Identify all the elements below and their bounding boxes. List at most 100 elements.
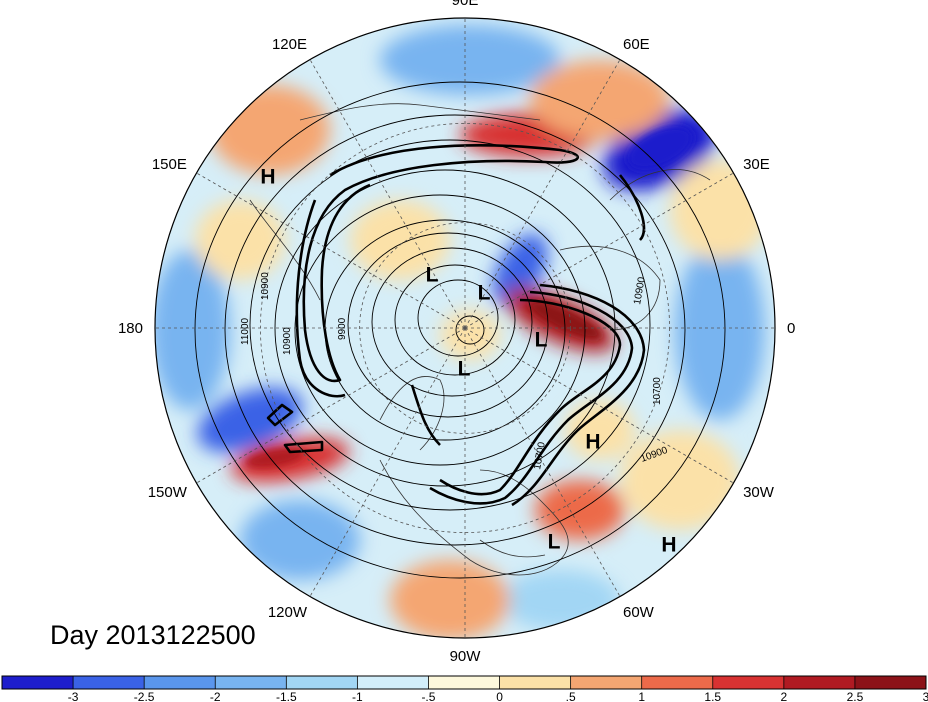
colorbar-tick-label: 0 [496,690,503,702]
high-pressure-marker: H [260,166,275,189]
longitude-label: 150E [152,156,187,173]
longitude-label: 120E [272,36,307,53]
jet-contour [618,174,646,241]
height-contours [194,81,726,579]
anomaly-blob [350,200,450,280]
contour-label: 10900 [632,276,648,306]
colorbar-swatch [144,676,216,689]
map-boundary [154,17,776,639]
longitude-label: 150W [148,484,188,501]
longitude-label: 120W [268,604,308,621]
colorbar-swatch [215,676,287,689]
anomaly-blob [197,387,303,453]
colorbar-swatch [428,676,501,689]
colorbar-tick-label: -2.5 [134,690,155,702]
coastline [609,169,711,201]
colorbar-tick-label: 2 [781,690,788,702]
colorbar-swatch [783,676,856,689]
latitude-circle [359,222,571,434]
anomaly-core [627,125,693,171]
colorbar-swatch [2,676,74,689]
colorbar: -3 -2.5 -2 -1.5 -1 -.5 0 .5 1 1.5 2 2.5 3 [1,675,928,702]
longitude-label: 90E [452,0,479,9]
height-contour [294,194,586,466]
anomaly-blob [530,60,670,140]
anomaly-blob [675,240,765,420]
jet-contour [439,298,622,496]
jet-contour [302,144,579,383]
colorbar-tick-label: 1.5 [704,690,721,702]
contour-label: 9900 [337,317,348,340]
high-pressure-marker: H [585,431,600,454]
jet-contour [295,199,346,398]
longitude-label: 60W [623,604,655,621]
anomaly-blob [390,560,510,638]
contour-label: 10700 [532,441,548,471]
meridian-line [464,172,734,329]
anomaly-blob [670,160,770,260]
low-pressure-marker: L [458,358,471,381]
contour-label: 10900 [260,272,271,300]
height-contour [249,139,651,511]
coastline [379,376,445,451]
contour-label: 10900 [282,327,293,355]
colorbar-swatch [854,676,927,689]
colorbar-tick-label: -.5 [421,690,435,702]
longitude-label: 180 [118,320,143,337]
colorbar-tick-label: 3 [923,690,928,702]
meridian-line [196,327,466,484]
anomaly-blob [620,430,740,530]
height-contour [394,264,516,376]
colorbar-swatch [73,676,145,689]
colorbar-tick-label: 1 [638,690,645,702]
height-contour [455,315,485,345]
anomaly-blob [565,400,635,460]
longitude-label: 30W [743,484,775,501]
longitude-label: 0 [787,320,795,337]
anomaly-blob [380,25,560,95]
coastline [249,199,321,301]
low-pressure-marker: L [478,282,491,305]
height-contour [224,114,686,546]
meridian-line [309,327,466,597]
pressure-centers: H L L L L H L H [260,166,676,557]
meridian-line [196,172,466,329]
anomaly-blob [440,310,500,360]
latitude-circle [259,122,671,534]
coastline [479,539,546,558]
height-contour [347,232,549,418]
jet-contour [283,440,324,454]
colorbar-tick-label: -1 [352,690,363,702]
colorbar-tick-label: .5 [566,690,576,702]
height-contour [371,247,533,397]
meridian-line [464,327,621,597]
jet-contour [410,384,441,446]
anomaly-blob [240,500,360,580]
jet-contour [429,290,634,505]
low-pressure-marker: L [535,329,548,352]
low-pressure-marker: L [426,264,439,287]
colorbar-swatch [712,676,785,689]
contour-labels: 10900 11000 9900 10900 10700 10900 10700… [240,272,670,471]
map-title: Day 2013122500 [50,620,256,650]
anomaly-blob [195,200,285,280]
colorbar-swatch [286,676,358,689]
contour-label: 11000 [240,317,251,345]
high-pressure-marker: H [661,534,676,557]
longitude-label: 30E [743,156,770,173]
colorbar-tick-label: -2 [210,690,221,702]
colorbar-tick-label: -3 [68,690,79,702]
low-pressure-marker: L [548,531,561,554]
anomaly-blob [155,250,230,410]
longitude-labels: 90E 60E 30E 0 30W 60W 90W 120W 150W 180 150E 120E [118,0,795,665]
colorbar-swatch [357,676,429,689]
contour-label: 10700 [652,377,663,405]
colorbar-swatch [570,676,643,689]
colorbar-tick-label: -1.5 [276,690,297,702]
longitude-label: 60E [623,36,650,53]
height-contour [194,81,726,579]
meridian-line [309,59,466,329]
longitude-label: 90W [450,648,482,665]
graticule [155,18,775,638]
